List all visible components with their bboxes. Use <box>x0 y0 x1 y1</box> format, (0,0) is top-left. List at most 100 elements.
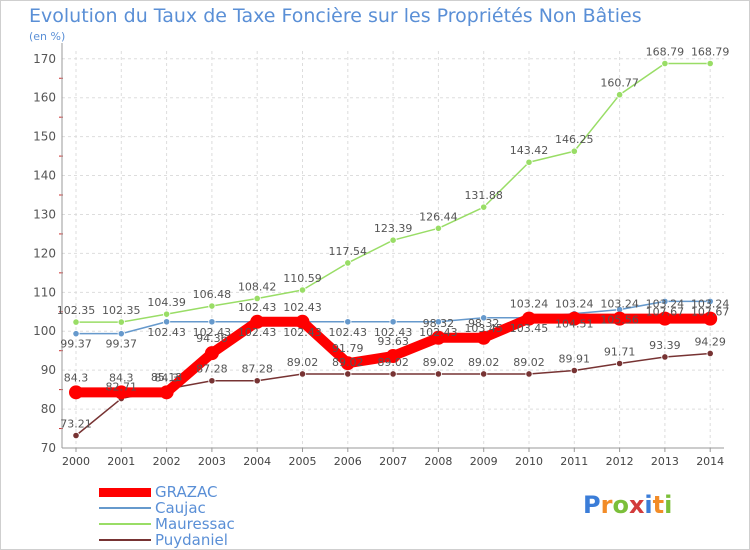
data-point-puydaniel[interactable] <box>434 370 442 378</box>
data-label-mauressac: 143.42 <box>510 144 549 157</box>
legend-label-puydaniel: Puydaniel <box>155 531 228 549</box>
data-point-caujac[interactable] <box>208 318 216 326</box>
legend-label-grazac: GRAZAC <box>155 483 218 501</box>
data-label-mauressac: 146.25 <box>555 133 594 146</box>
series-layer <box>69 59 718 440</box>
data-point-puydaniel[interactable] <box>389 370 397 378</box>
data-label-puydaniel: 82.71 <box>106 381 138 394</box>
data-point-puydaniel[interactable] <box>298 370 307 378</box>
data-point-puydaniel[interactable] <box>615 359 624 368</box>
data-point-caujac[interactable] <box>72 330 80 338</box>
data-label-grazac: 102.43 <box>238 301 277 314</box>
data-point-grazac[interactable] <box>69 385 83 400</box>
data-point-grazac[interactable] <box>386 349 401 364</box>
data-label-puydaniel: 73.21 <box>60 418 92 431</box>
data-label-mauressac: 126.44 <box>419 210 458 223</box>
logo-letter: x <box>628 491 645 519</box>
data-point-mauressac[interactable] <box>570 147 578 155</box>
data-point-grazac[interactable] <box>295 314 310 329</box>
x-tick-label: 2012 <box>606 455 634 468</box>
data-point-mauressac[interactable] <box>661 59 669 68</box>
x-tick-label: 2003 <box>198 455 226 468</box>
data-point-puydaniel[interactable] <box>706 349 714 358</box>
data-label-puydaniel: 89.91 <box>559 353 591 366</box>
data-point-grazac[interactable] <box>159 385 174 400</box>
y-tick-label: 90 <box>41 363 56 377</box>
data-label-puydaniel: 89.02 <box>332 356 364 369</box>
y-tick-label: 150 <box>33 130 56 144</box>
data-point-grazac[interactable] <box>567 311 582 326</box>
x-tick-label: 2007 <box>379 455 407 468</box>
data-point-grazac[interactable] <box>114 385 129 400</box>
data-label-caujac: 102.43 <box>329 326 368 339</box>
data-label-caujac: 103.45 <box>510 322 549 335</box>
data-point-mauressac[interactable] <box>72 318 80 326</box>
data-point-puydaniel[interactable] <box>661 353 669 361</box>
data-point-mauressac[interactable] <box>344 259 352 267</box>
data-point-mauressac[interactable] <box>525 158 533 166</box>
data-point-mauressac[interactable] <box>480 203 488 211</box>
data-label-puydaniel: 93.39 <box>649 339 681 352</box>
data-point-grazac[interactable] <box>431 330 446 345</box>
logo-letter: i <box>644 491 653 519</box>
x-tick-label: 2010 <box>515 455 543 468</box>
data-point-caujac[interactable] <box>434 318 442 326</box>
data-point-mauressac[interactable] <box>706 59 714 68</box>
data-point-caujac[interactable] <box>344 318 352 326</box>
data-point-grazac[interactable] <box>340 356 355 371</box>
data-point-caujac[interactable] <box>389 318 397 326</box>
legend-swatch-caujac <box>99 507 151 509</box>
data-point-caujac[interactable] <box>163 318 171 326</box>
chart-title: Evolution du Taux de Taxe Foncière sur l… <box>29 5 642 27</box>
data-point-mauressac[interactable] <box>163 310 171 318</box>
data-point-puydaniel[interactable] <box>253 377 261 385</box>
logo-letter: i <box>664 491 673 519</box>
data-point-caujac[interactable] <box>117 330 125 338</box>
data-label-mauressac: 160.77 <box>600 77 639 90</box>
legend-label-caujac: Caujac <box>155 499 206 517</box>
data-point-grazac[interactable] <box>522 311 536 326</box>
x-tick-label: 2006 <box>334 455 362 468</box>
data-label-caujac: 102.43 <box>193 326 232 339</box>
data-label-mauressac: 104.39 <box>147 296 186 309</box>
data-point-mauressac[interactable] <box>434 224 442 232</box>
data-point-grazac[interactable] <box>703 311 718 326</box>
data-point-puydaniel[interactable] <box>344 370 352 378</box>
data-label-mauressac: 123.39 <box>374 222 413 235</box>
data-label-grazac: 84.3 <box>109 371 134 384</box>
axis-layer: 70 80 90 100 110 120 130 140 150 160 170 2000 2001 20… <box>33 43 724 468</box>
data-point-mauressac[interactable] <box>298 286 307 294</box>
data-point-mauressac[interactable] <box>117 318 125 326</box>
data-point-puydaniel[interactable] <box>72 431 80 440</box>
data-label-caujac: 103.45 <box>464 322 503 335</box>
data-point-puydaniel[interactable] <box>525 370 533 378</box>
data-point-mauressac[interactable] <box>208 302 216 310</box>
data-point-puydaniel[interactable] <box>480 370 488 378</box>
data-label-caujac: 99.37 <box>60 338 92 351</box>
data-point-caujac[interactable] <box>661 297 669 305</box>
data-point-mauressac[interactable] <box>615 91 624 99</box>
data-point-puydaniel[interactable] <box>208 377 216 385</box>
x-tick-label: 2005 <box>289 455 317 468</box>
data-label-grazac: 103.24 <box>646 298 685 311</box>
data-point-puydaniel[interactable] <box>570 366 578 375</box>
data-label-caujac: 105.56 <box>600 314 639 327</box>
y-tick-label: 80 <box>41 402 56 416</box>
data-point-caujac[interactable] <box>706 297 714 305</box>
data-point-grazac[interactable] <box>657 311 672 326</box>
data-label-grazac: 98.32 <box>468 317 500 330</box>
data-label-mauressac: 168.79 <box>646 45 685 58</box>
legend-label-mauressac: Mauressac <box>155 515 235 533</box>
data-point-grazac[interactable] <box>612 311 627 326</box>
data-point-mauressac[interactable] <box>389 236 397 244</box>
data-point-mauressac[interactable] <box>253 294 261 303</box>
data-point-grazac[interactable] <box>250 314 265 329</box>
data-point-caujac[interactable] <box>480 314 488 322</box>
data-label-caujac: 102.43 <box>147 326 186 339</box>
y-tick-label: 160 <box>33 91 56 105</box>
data-label-puydaniel: 87.28 <box>196 363 228 376</box>
data-point-grazac[interactable] <box>204 346 219 361</box>
data-label-caujac: 99.37 <box>106 338 138 351</box>
data-point-grazac[interactable] <box>476 330 491 345</box>
data-label-puydaniel: 89.02 <box>468 356 500 369</box>
